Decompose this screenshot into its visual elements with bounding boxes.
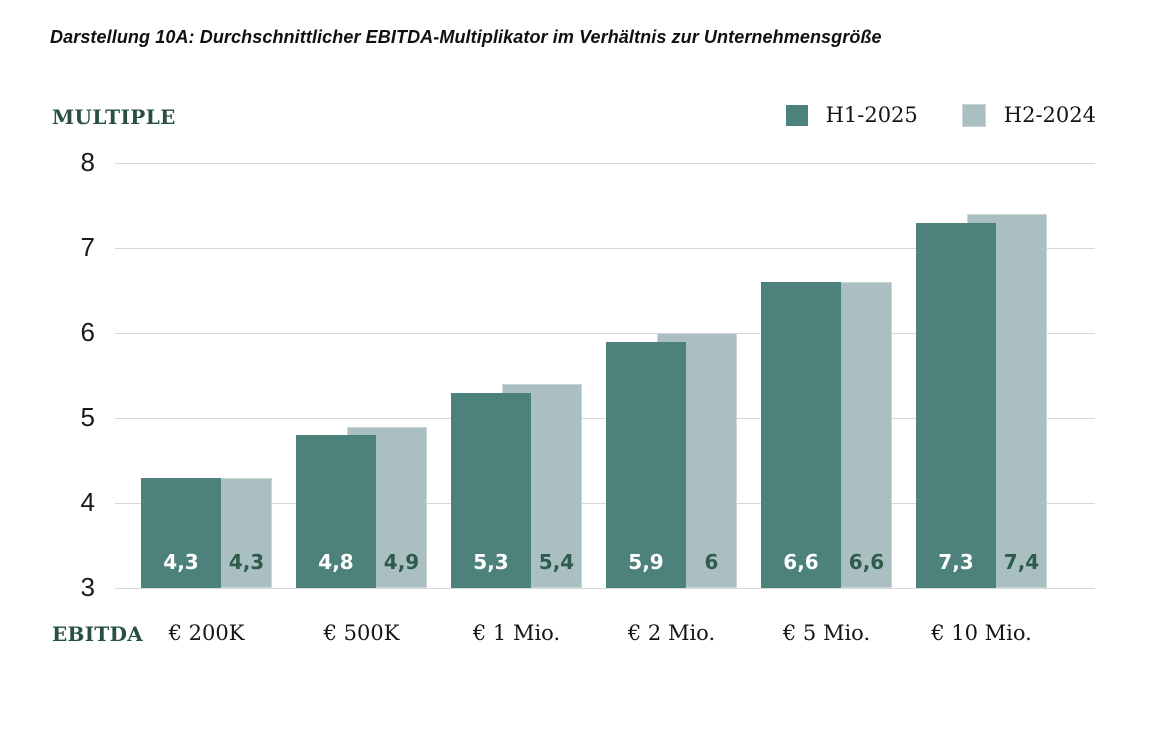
x-category-label: € 5 Mio.: [782, 621, 871, 645]
y-axis-title: MULTIPLE: [52, 105, 176, 129]
legend-item-h1-2025: H1-2025: [785, 103, 918, 127]
bar-value-label: 6: [704, 550, 719, 574]
gridline: [115, 163, 1095, 164]
legend: H1-2025 H2-2024: [785, 103, 1096, 127]
bar-value-label: 7,4: [1003, 550, 1040, 574]
bar-value-label: 4,3: [163, 550, 199, 574]
y-tick-label: 7: [80, 232, 95, 262]
legend-swatch: [785, 104, 808, 126]
chart-title: Darstellung 10A: Durchschnittlicher EBIT…: [50, 27, 882, 47]
bar-h1-2025: [451, 392, 531, 588]
bar-value-label: 4,9: [383, 550, 420, 574]
y-tick-label: 5: [80, 402, 95, 432]
legend-label: H2-2024: [1003, 103, 1096, 127]
bar-value-label: 4,3: [228, 550, 265, 574]
bar-h1-2025: [606, 341, 686, 588]
legend-item-h2-2024: H2-2024: [961, 103, 1096, 127]
gridline: [115, 588, 1095, 589]
bar-value-label: 6,6: [783, 550, 819, 574]
bar-value-label: 5,9: [628, 550, 664, 574]
x-category-label: € 500K: [323, 621, 400, 645]
legend-label: H1-2025: [825, 103, 918, 127]
x-axis-title: EBITDA: [52, 622, 144, 646]
gridline: [115, 503, 1095, 504]
x-category-label: € 200K: [168, 621, 245, 645]
bar-value-label: 5,3: [473, 550, 509, 574]
bar-h1-2025: [141, 477, 221, 588]
gridline: [115, 333, 1095, 334]
x-category-label: € 2 Mio.: [627, 621, 716, 645]
y-tick-label: 8: [80, 147, 95, 177]
x-category-label: € 10 Mio.: [931, 621, 1032, 645]
y-tick-label: 6: [80, 317, 95, 347]
bar-h1-2025: [296, 435, 376, 588]
bar-value-label: 5,4: [538, 550, 575, 574]
bar-h1-2025: [761, 282, 841, 588]
legend-swatch: [961, 103, 986, 127]
y-tick-label: 3: [80, 572, 95, 602]
bar-h1-2025: [916, 222, 996, 588]
y-tick-label: 4: [80, 487, 95, 517]
bar-value-label: 6,6: [848, 550, 885, 574]
x-category-label: € 1 Mio.: [472, 621, 561, 645]
bar-value-label: 7,3: [938, 550, 974, 574]
gridline: [115, 418, 1095, 419]
bar-value-label: 4,8: [318, 550, 354, 574]
gridline: [115, 248, 1095, 249]
